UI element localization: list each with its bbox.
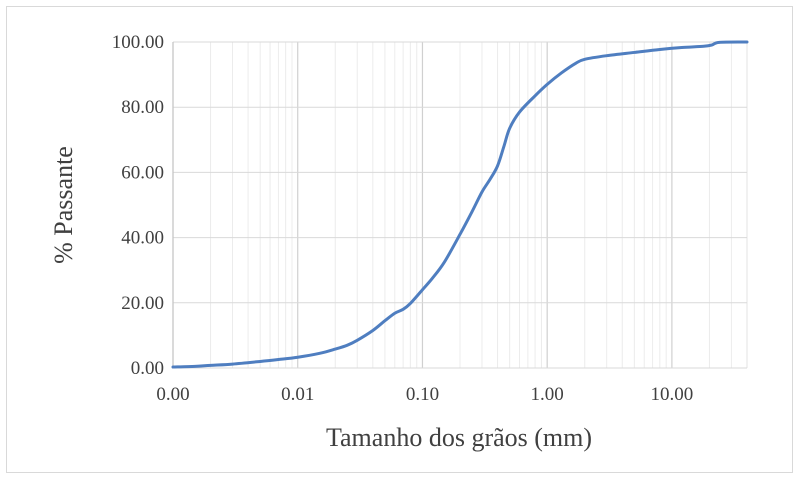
y-axis-title: % Passante [49,146,78,264]
chart-frame [6,6,793,473]
gridlines [172,41,748,369]
y-tick-label: 0.00 [131,358,164,379]
y-tick-label: 40.00 [121,228,164,249]
x-tick-label: 1.00 [531,384,564,405]
x-tick-label: 0.10 [406,384,439,405]
x-axis-ticks: 0.00 0.01 0.10 1.00 10.00 [156,384,693,405]
y-tick-label: 100.00 [112,32,164,53]
x-tick-label: 10.00 [651,384,694,405]
grain-size-curve [171,40,749,369]
y-tick-label: 20.00 [121,293,164,314]
x-tick-label: 0.00 [156,384,189,405]
y-axis-ticks: 0.00 20.00 40.00 60.00 80.00 100.00 [112,32,164,379]
series-layer [171,40,749,369]
y-tick-label: 60.00 [121,162,164,183]
x-axis-title: Tamanho dos grãos (mm) [326,423,592,452]
x-tick-label: 0.01 [281,384,314,405]
y-tick-label: 80.00 [121,97,164,118]
